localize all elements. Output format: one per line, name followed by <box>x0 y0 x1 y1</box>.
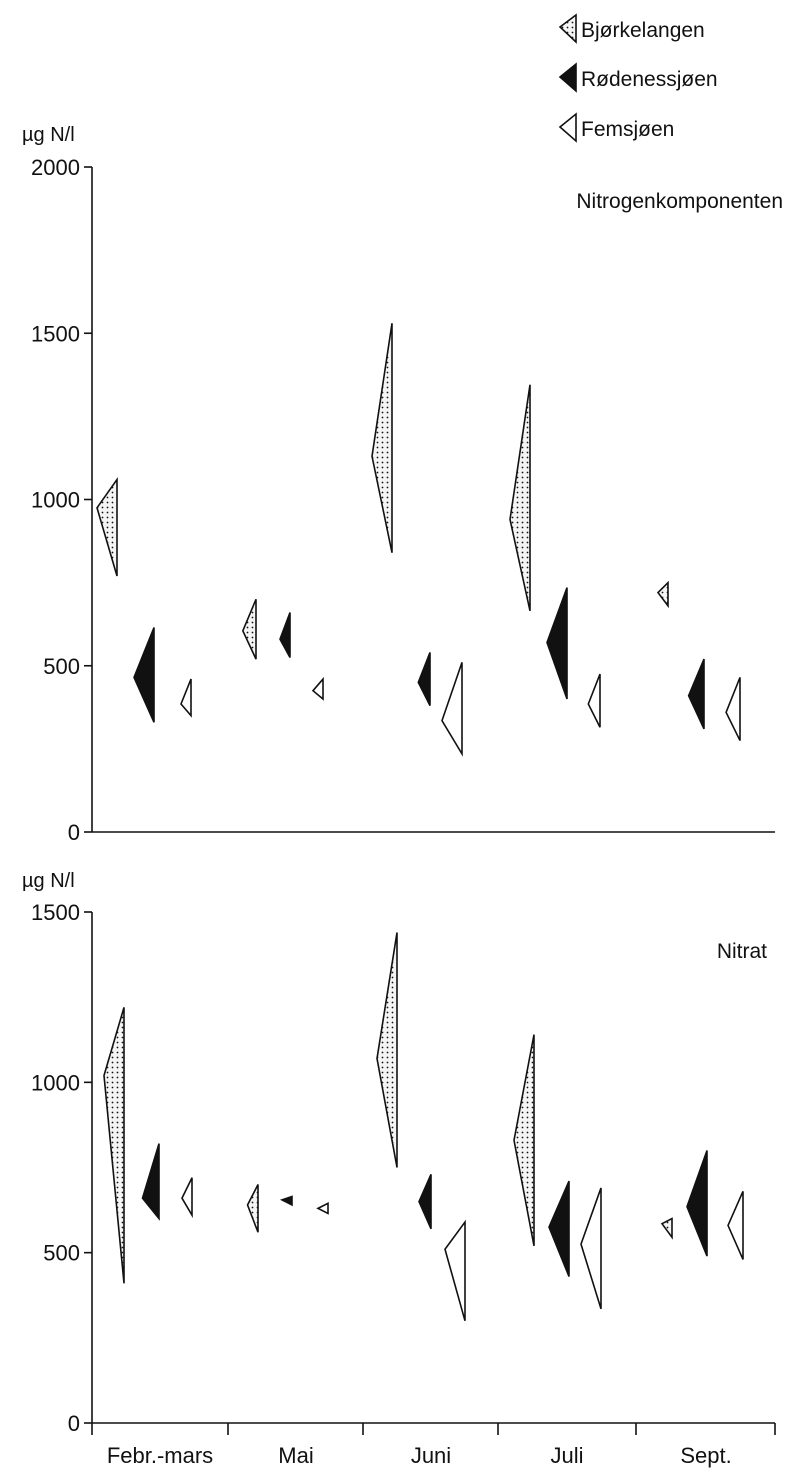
range-marker-filled <box>141 1143 160 1221</box>
y-tick-label: 1000 <box>31 1070 80 1095</box>
legend-item-bjorkelangen: Bjørkelangen <box>558 13 705 44</box>
legend-swatch-open <box>558 112 577 143</box>
y-tick-label: 1000 <box>31 488 80 513</box>
range-marker-dotted <box>376 932 398 1168</box>
y-tick-label: 0 <box>68 1411 80 1436</box>
range-marker-open <box>587 673 601 728</box>
range-marker-open <box>181 1177 193 1219</box>
range-marker-filled <box>546 587 568 700</box>
legend-label: Rødenessjøen <box>581 68 718 91</box>
range-marker-filled <box>418 1173 432 1230</box>
range-marker-filled <box>133 627 155 723</box>
range-marker-dotted <box>241 598 257 660</box>
range-marker-open <box>725 677 741 741</box>
y-tick-label: 0 <box>68 820 80 845</box>
y-tick-label: 1500 <box>31 900 80 925</box>
range-marker-filled <box>417 652 431 707</box>
legend-label: Bjørkelangen <box>581 19 705 42</box>
range-marker-open <box>311 676 324 701</box>
range-marker-open <box>444 1219 466 1322</box>
panel-title: Nitrogenkomponenten <box>576 190 783 213</box>
y-tick-label: 500 <box>43 1241 80 1266</box>
legend-item-rodenessjoen: Rødenessjøen <box>558 62 718 93</box>
range-marker-open <box>727 1191 744 1260</box>
range-marker-open <box>580 1187 602 1310</box>
panel-title: Nitrat <box>717 940 767 963</box>
range-marker-open <box>180 678 192 718</box>
range-marker-dotted <box>371 323 393 553</box>
range-marker-filled <box>279 612 291 658</box>
range-marker-open <box>441 662 463 757</box>
y-tick-label: 500 <box>43 654 80 679</box>
legend-label: Femsjøen <box>581 118 674 141</box>
range-marker-open <box>316 1201 329 1215</box>
x-tick-label: Febr.-mars <box>107 1443 213 1468</box>
y-tick-label: 1500 <box>31 321 80 346</box>
y-axis-label: µg N/l <box>22 124 75 146</box>
y-tick-label: 2000 <box>31 155 80 180</box>
legend-swatch-dotted <box>558 13 577 44</box>
range-marker-filled <box>279 1195 293 1207</box>
range-marker-dotted <box>656 580 669 609</box>
range-marker-filled <box>686 1150 708 1257</box>
x-tick-label: Sept. <box>680 1443 731 1468</box>
x-tick-label: Mai <box>278 1443 313 1468</box>
y-axis-label: µg N/l <box>22 870 75 892</box>
range-marker-dotted <box>246 1184 259 1233</box>
range-marker-dotted <box>660 1217 673 1240</box>
range-marker-dotted <box>103 1007 125 1284</box>
range-marker-filled <box>548 1180 570 1277</box>
range-marker-filled <box>687 658 705 730</box>
panel-nitrat: 0 500 1000 1500 µg N/l Nitrat Febr.-mars Mai Jun… <box>22 870 776 1468</box>
range-marker-dotted <box>509 384 531 612</box>
legend-swatch-filled <box>558 62 577 93</box>
legend-item-femsjoen: Femsjøen <box>558 112 674 143</box>
x-tick-label: Juni <box>411 1443 451 1468</box>
x-tick-label: Juli <box>550 1443 583 1468</box>
range-marker-dotted <box>96 477 118 577</box>
legend: Bjørkelangen Rødenessjøen Femsjøen <box>558 13 718 143</box>
range-marker-dotted <box>513 1034 535 1247</box>
panel-nitrogen: 0 500 1000 1500 2000 µg N/l Nitrogenkomponente… <box>22 124 783 845</box>
